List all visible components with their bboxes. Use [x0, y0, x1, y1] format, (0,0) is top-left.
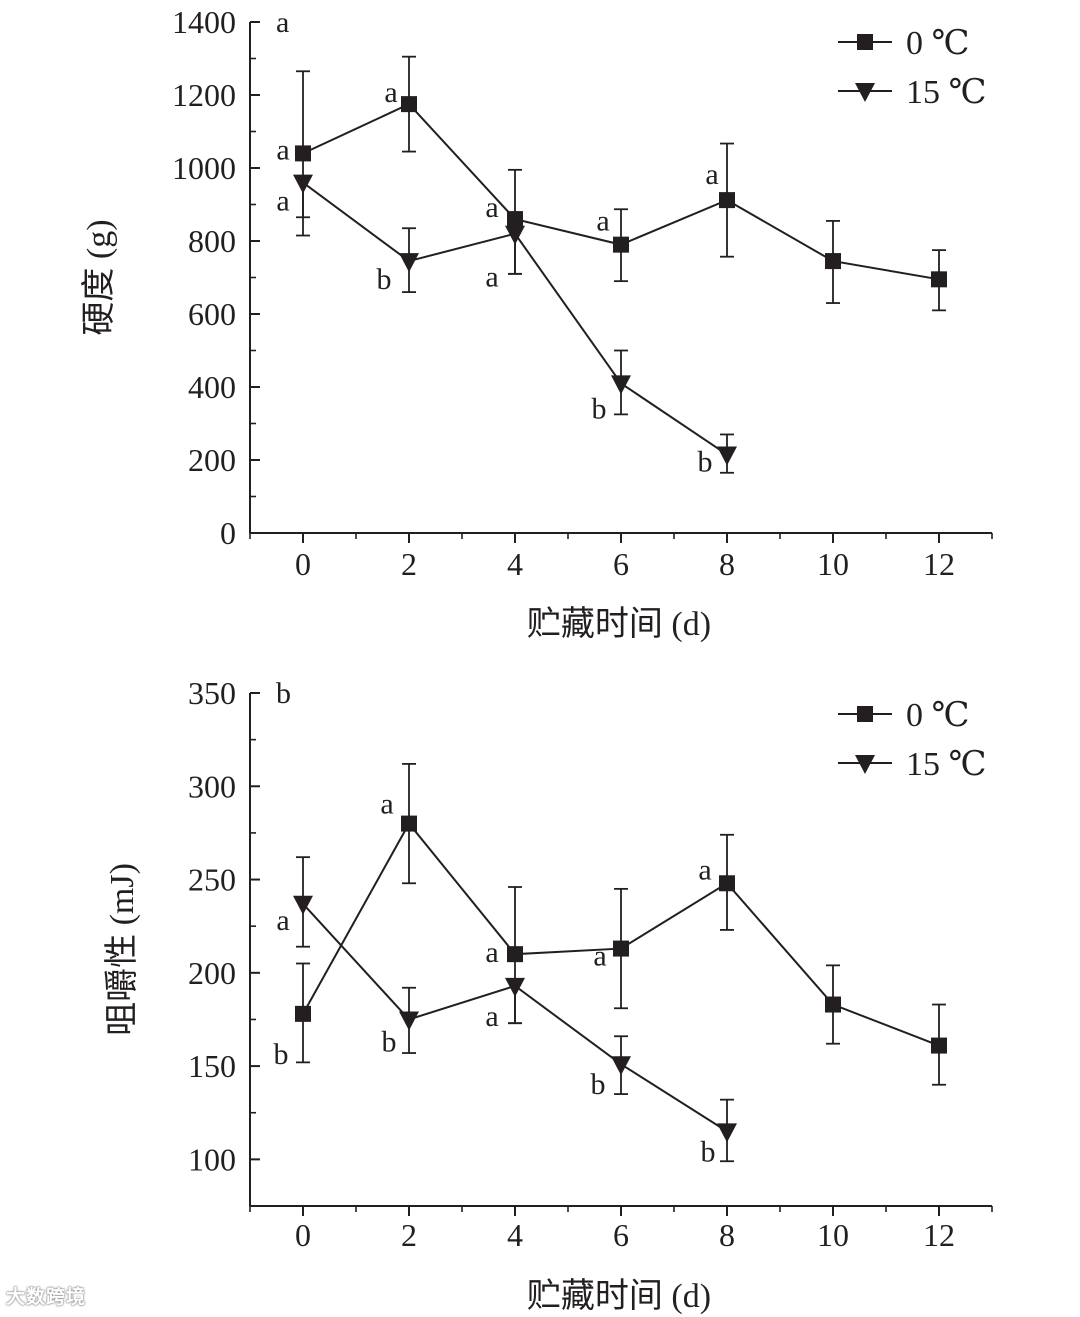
y-tick-label: 600 [188, 296, 236, 332]
y-tick-label: 400 [188, 369, 236, 405]
series-15c-marker [399, 1011, 419, 1031]
x-tick-label: 4 [507, 1217, 523, 1253]
series-0c-marker [295, 145, 311, 162]
x-axis-title: 贮藏时间 (d) [527, 1277, 711, 1315]
series-15c-marker [505, 225, 525, 245]
series-0c-marker [295, 1005, 311, 1022]
series-0c-marker [613, 236, 629, 253]
y-tick-label: 1200 [172, 77, 236, 113]
series-0c-marker [825, 996, 841, 1013]
series-0c-marker [931, 271, 947, 288]
hardness-chart: 0 200 400 600 800 1000 1200 1400 0 2 4 6 8 10 12 贮藏时间 (… [80, 4, 993, 643]
x-tick-label: 6 [613, 546, 629, 582]
series-15c-significance-letter: a [276, 904, 289, 937]
chewiness-chart: 100 150 200 250 300 350 0 2 4 6 8 10 12 贮藏时间 (d) 咀嚼性 (… [103, 675, 993, 1315]
y-axis-title: 咀嚼性 (mJ) [103, 863, 141, 1036]
series-15c-marker [611, 1056, 631, 1076]
series-0c-marker [401, 815, 417, 832]
series-0c-marker [931, 1037, 947, 1054]
series-15c-significance-letter: b [592, 392, 607, 425]
series-15c-significance-letter: b [591, 1068, 606, 1101]
series-0c-legend-marker [857, 706, 873, 722]
series-15c-significance-letter: b [701, 1135, 716, 1168]
series-0c-significance-letter: a [485, 936, 498, 969]
x-tick-label: 12 [923, 1217, 955, 1253]
y-tick-label: 0 [220, 515, 236, 551]
y-axis-title: 硬度 (g) [80, 219, 118, 335]
series-0c-significance-letter: a [698, 853, 711, 886]
series-15c-marker [717, 1123, 737, 1143]
x-tick-label: 6 [613, 1217, 629, 1253]
series-15c-significance-letter: a [276, 185, 289, 218]
series-15c-legend-label: 15 ℃ [906, 74, 987, 111]
panel-label: a [276, 6, 289, 39]
series-0c-legend-marker [857, 34, 873, 50]
y-tick-label: 150 [188, 1048, 236, 1084]
series-15c-marker [399, 253, 419, 273]
series-0c-significance-letter: a [384, 76, 397, 109]
y-tick-label: 350 [188, 675, 236, 711]
series-15c-significance-letter: a [485, 261, 498, 294]
series-0c-marker [613, 940, 629, 957]
series-15c-marker [505, 977, 525, 997]
y-tick-label: 800 [188, 223, 236, 259]
series-0c-significance-letter: a [485, 191, 498, 224]
series-0c-marker [507, 211, 523, 228]
series-0c-significance-letter: a [276, 133, 289, 166]
watermark: 大数跨境 [6, 1286, 87, 1308]
series-0c-marker [719, 192, 735, 209]
y-tick-label: 200 [188, 955, 236, 991]
x-tick-label: 8 [719, 546, 735, 582]
series-15c-marker [293, 174, 313, 194]
panel-label: b [276, 677, 291, 710]
x-tick-label: 4 [507, 546, 523, 582]
x-tick-label: 2 [401, 1217, 417, 1253]
series-0c-significance-letter: a [705, 158, 718, 191]
series-0c-marker [825, 253, 841, 270]
series-0c-marker [401, 96, 417, 113]
x-tick-label: 8 [719, 1217, 735, 1253]
y-tick-label: 250 [188, 862, 236, 898]
series-15c-significance-letter: b [377, 263, 392, 296]
series-0c-marker [507, 946, 523, 963]
y-tick-label: 1400 [172, 4, 236, 40]
series-0c-significance-letter: a [593, 940, 606, 973]
x-tick-label: 0 [295, 1217, 311, 1253]
y-tick-label: 200 [188, 442, 236, 478]
series-0c-legend-label: 0 ℃ [906, 697, 970, 734]
series-0c-legend-label: 0 ℃ [906, 25, 970, 62]
series-15c-legend-marker [855, 755, 875, 774]
x-tick-label: 2 [401, 546, 417, 582]
series-15c-marker [293, 895, 313, 915]
x-tick-label: 0 [295, 546, 311, 582]
x-tick-label: 10 [817, 546, 849, 582]
x-tick-label: 10 [817, 1217, 849, 1253]
y-tick-label: 300 [188, 768, 236, 804]
x-tick-label: 12 [923, 546, 955, 582]
series-0c-marker [719, 875, 735, 892]
y-tick-label: 1000 [172, 150, 236, 186]
x-axis-title: 贮藏时间 (d) [527, 605, 711, 643]
series-15c-marker [611, 375, 631, 395]
y-tick-label: 100 [188, 1141, 236, 1177]
series-0c-significance-letter: b [274, 1038, 289, 1071]
series-15c-significance-letter: b [382, 1025, 397, 1058]
series-15c-marker [717, 446, 737, 466]
series-15c-significance-letter: b [698, 446, 713, 479]
series-15c-significance-letter: a [485, 1000, 498, 1033]
series-15c-legend-label: 15 ℃ [906, 746, 987, 783]
series-15c-legend-marker [855, 83, 875, 102]
series-0c-significance-letter: a [380, 788, 393, 821]
series-0c-significance-letter: a [596, 205, 609, 238]
